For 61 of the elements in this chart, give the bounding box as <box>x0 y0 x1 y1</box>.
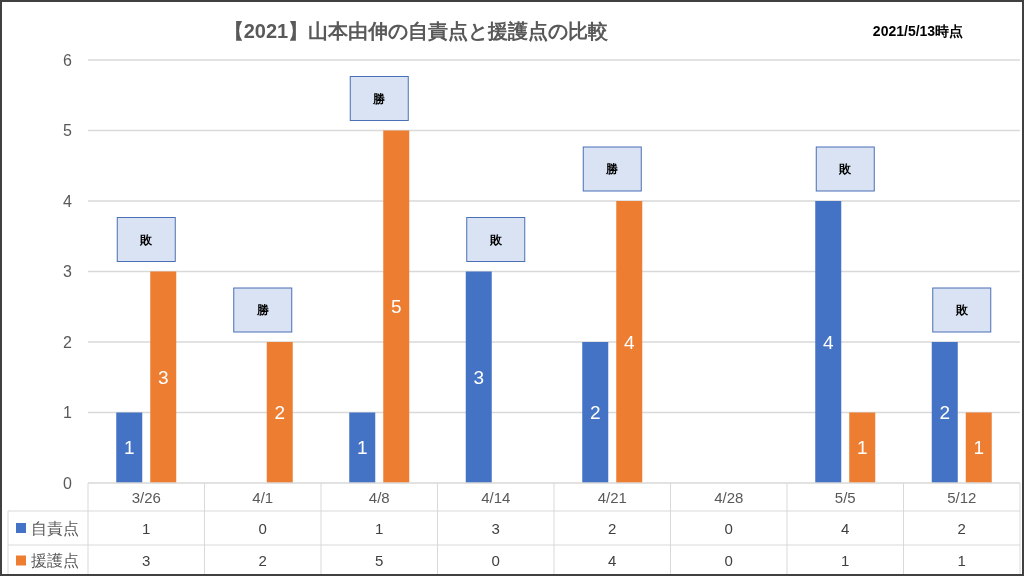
data-label: 4 <box>608 552 617 569</box>
x-tick-label: 4/21 <box>597 488 627 506</box>
x-tick-label: 4/14 <box>481 488 511 506</box>
annotation: 勝 <box>372 91 387 106</box>
x-tick-label: 4/28 <box>714 488 744 506</box>
value-label: 1 <box>856 437 868 459</box>
y-tick-label: 1 <box>63 404 72 421</box>
annotation: 敗 <box>954 303 969 317</box>
annotation: 敗 <box>488 232 503 247</box>
data-label: 1 <box>957 552 966 569</box>
y-tick-label: 0 <box>63 474 72 492</box>
data-label: 2 <box>258 552 267 569</box>
chart-title: 【2021】山本由伸の自責点と援護点の比較 <box>223 20 609 42</box>
x-tick-label: 4/8 <box>368 488 390 506</box>
value-label: 2 <box>589 402 601 423</box>
annotation: 敗 <box>815 146 875 192</box>
y-tick-label: 5 <box>63 122 72 139</box>
legend-label: 自責点 <box>31 519 79 537</box>
y-tick-label: 2 <box>63 333 72 351</box>
x-tick-label: 5/12 <box>947 488 977 506</box>
annotation: 勝 <box>349 76 409 121</box>
value-label: 2 <box>274 402 286 423</box>
annotation: 敗 <box>116 217 176 262</box>
value-label: 3 <box>157 366 169 388</box>
x-tick-label: 4/1 <box>252 488 274 506</box>
annotation: 勝 <box>582 146 642 192</box>
annotation: 勝 <box>255 303 270 317</box>
annotation: 敗 <box>139 232 154 247</box>
value-label: 1 <box>123 437 135 459</box>
data-label: 2 <box>608 519 617 537</box>
data-label: 0 <box>258 519 267 537</box>
chart-subtitle: 2021/5/13時点 <box>872 23 964 39</box>
data-label: 0 <box>724 519 733 537</box>
value-label: 4 <box>822 331 834 353</box>
data-label: 3 <box>491 519 500 537</box>
annotation: 勝 <box>605 162 620 176</box>
data-label: 5 <box>375 552 384 569</box>
data-label: 1 <box>375 519 384 537</box>
annotation: 敗 <box>466 217 526 262</box>
annotation: 勝 <box>233 287 293 333</box>
data-label: 0 <box>491 552 500 569</box>
value-label: 4 <box>623 331 635 353</box>
data-label: 4 <box>841 519 850 537</box>
legend-label: 援護点 <box>31 552 79 569</box>
value-label: 2 <box>939 402 951 423</box>
value-label: 5 <box>390 296 402 318</box>
value-label: 3 <box>473 366 485 388</box>
value-label: 1 <box>356 437 368 459</box>
y-tick-label: 4 <box>63 192 72 210</box>
x-tick-label: 5/5 <box>834 488 856 506</box>
data-label: 2 <box>957 519 966 537</box>
annotation: 敗 <box>838 162 853 176</box>
data-label: 0 <box>724 552 733 569</box>
data-label: 1 <box>841 552 850 569</box>
annotation: 敗 <box>932 287 992 333</box>
y-tick-label: 3 <box>63 263 72 280</box>
y-tick-label: 6 <box>63 51 72 69</box>
data-label: 1 <box>142 519 151 537</box>
x-tick-label: 3/26 <box>131 488 161 506</box>
data-label: 3 <box>142 552 151 569</box>
value-label: 1 <box>973 437 985 459</box>
